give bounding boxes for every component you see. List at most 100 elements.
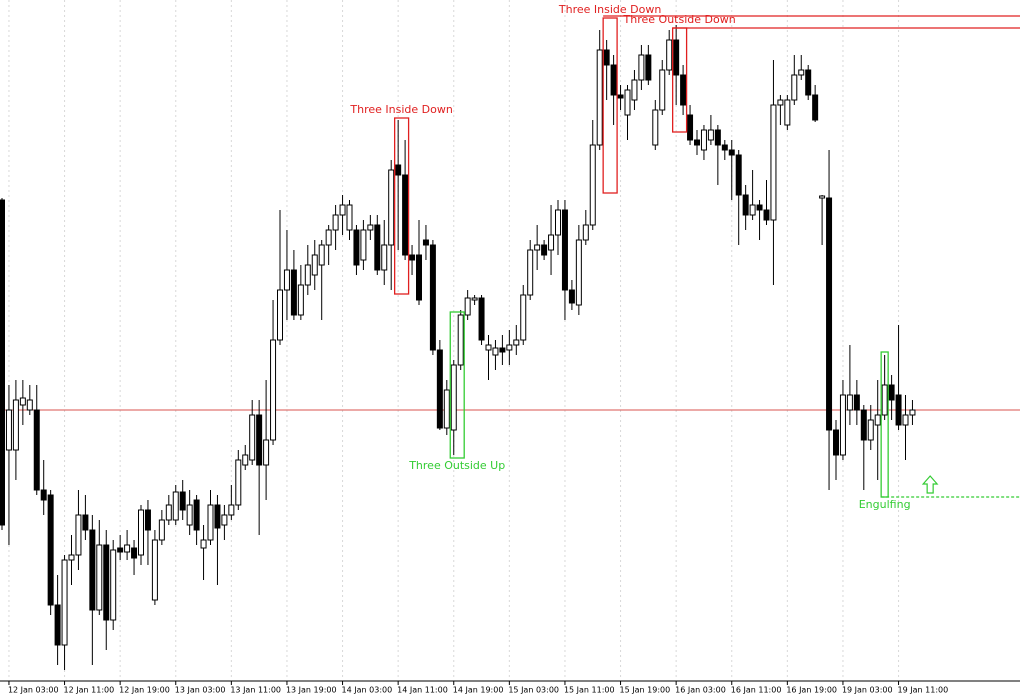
candle-body [110,549,117,621]
candle-body [131,547,138,559]
candle-body [214,504,221,529]
candle-body [26,399,33,411]
candle-body [422,239,429,246]
candle-body [138,509,144,556]
candle-body [311,254,318,276]
candle-body [478,297,485,341]
candle-body [228,504,235,516]
candle-body [853,394,860,411]
candle-body [520,294,527,341]
candle-body [242,454,249,466]
candle-body [96,544,103,611]
candle-body [763,209,770,221]
candle-body [443,389,450,429]
candle-body [631,79,638,101]
x-tick-label: 14 Jan 19:00 [453,686,504,695]
candle-body [666,39,673,71]
x-tick-label: 15 Jan 03:00 [508,686,559,695]
candle-body [179,491,186,511]
candle-body [728,149,735,156]
candle-body [47,494,54,606]
candle-body [82,514,89,531]
pattern-label: Three Outside Up [408,459,505,472]
candle-body [381,244,388,271]
candle-body [881,384,888,416]
candle-body [12,399,19,451]
candle-body [694,139,700,146]
candle-body [568,289,575,304]
candle-body [638,54,645,81]
candle-body [860,409,867,441]
pattern-box [880,351,889,498]
x-tick-label: 15 Jan 11:00 [564,686,615,695]
candle-body [290,269,297,316]
x-tick-label: 12 Jan 03:00 [8,686,59,695]
candle-body [40,489,47,501]
x-tick-label: 14 Jan 11:00 [397,686,448,695]
candle-body [485,344,492,351]
candle-body [450,364,457,431]
candle-body [263,439,270,466]
pattern-label: Three Outside Down [623,13,736,26]
candle-body [610,64,617,96]
x-tick-label: 13 Jan 19:00 [286,686,337,695]
x-tick-label: 14 Jan 03:00 [342,686,393,695]
candle-body [707,129,714,141]
candle-body [304,264,311,286]
candle-body [839,394,846,456]
candle-body [673,39,680,76]
candle-body [117,547,124,553]
candle-body [756,204,763,211]
candle-body [256,414,263,466]
candle-body [513,339,520,346]
pattern-label: Engulfing [859,498,911,511]
candle-body [172,491,179,521]
candle-body [33,409,40,491]
candle-body [0,199,5,526]
candle-body [402,174,409,256]
candle-body [791,74,798,101]
candle-body [492,347,499,356]
candle-body [395,164,402,176]
candle-body [332,214,339,231]
candle-body [895,394,902,426]
candle-body [617,94,624,99]
x-tick-label: 16 Jan 11:00 [731,686,782,695]
candle-body [103,544,110,621]
candle-body [249,414,256,461]
candle-body [270,339,277,441]
candle-body [714,129,721,146]
candle-body [429,244,436,351]
candle-body [89,529,96,611]
x-tick-label: 13 Jan 03:00 [175,686,226,695]
x-tick-label: 15 Jan 19:00 [620,686,671,695]
candle-body [325,229,332,246]
candle-body [68,554,75,561]
candle-body [680,74,687,106]
candle-body [464,297,471,316]
candle-body [409,254,416,261]
candle-body [61,559,68,646]
candle-body [742,194,749,216]
candle-body [888,384,895,401]
candle-body [645,54,652,81]
candle-body [193,499,200,531]
candle-body [846,394,853,411]
candle-body [798,69,805,76]
candle-body [721,144,728,151]
candle-body [165,504,172,521]
candle-body [874,414,881,426]
candle-body [624,89,631,116]
candle-body [221,514,228,526]
candle-body [687,114,694,141]
candle-body [784,99,791,126]
pattern-label: Three Inside Down [349,103,452,116]
candle-body [700,129,707,151]
candle-body [506,344,513,351]
candle-body [909,409,916,416]
candle-body [471,297,478,301]
x-tick-label: 19 Jan 03:00 [842,686,893,695]
candle-body [346,204,353,231]
candle-body [318,244,325,266]
